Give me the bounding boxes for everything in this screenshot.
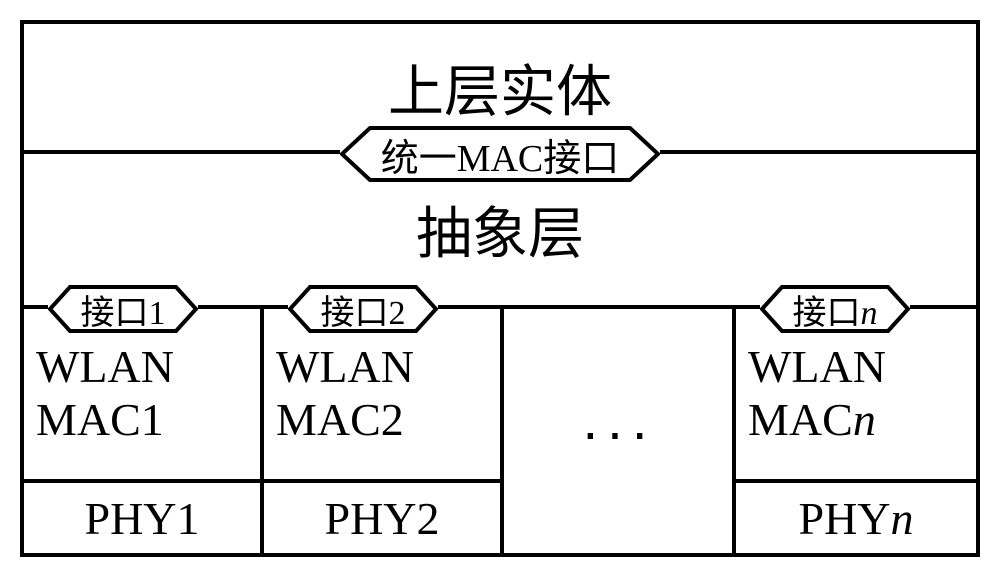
mac-2-label: MAC2 [276, 394, 404, 447]
interface-2-label: 接口2 [321, 285, 406, 334]
interface-n-label: 接口n [793, 285, 878, 334]
column-n: 接口n WLAN MACn PHYn [736, 309, 976, 553]
ellipsis-label: ··· [581, 399, 655, 464]
column-1: 接口1 WLAN MAC1 PHY1 [24, 309, 264, 553]
wlan-mac-2: WLAN MAC2 [264, 309, 500, 483]
phy-n: PHYn [736, 483, 976, 553]
interface-badge-n: 接口n [760, 285, 910, 333]
phy-n-label: PHYn [798, 492, 913, 545]
interface-badge-1: 接口1 [48, 285, 198, 333]
interface-badge-2: 接口2 [288, 285, 438, 333]
ellipsis-column: ··· [504, 309, 736, 553]
phy-2-label: PHY2 [324, 492, 439, 545]
mac-1-label: MAC1 [36, 394, 164, 447]
wlan-1-label: WLAN [36, 341, 174, 394]
unified-mac-interface-badge: 统一MAC接口 [340, 126, 660, 182]
unified-mac-interface-label: 统一MAC接口 [381, 127, 620, 182]
column-2: 接口2 WLAN MAC2 PHY2 [264, 309, 504, 553]
phy-2: PHY2 [264, 483, 500, 553]
phy-1-label: PHY1 [84, 492, 199, 545]
phy-1: PHY1 [24, 483, 260, 553]
wlan-mac-1: WLAN MAC1 [24, 309, 260, 483]
architecture-diagram: 上层实体 统一MAC接口 抽象层 接口1 WLAN MAC1 PHY1 [20, 20, 980, 557]
wlan-n-label: WLAN [748, 341, 886, 394]
abstract-layer-label: 抽象层 [416, 189, 584, 270]
bottom-row: 接口1 WLAN MAC1 PHY1 接口2 WLAN MAC2 P [24, 309, 976, 553]
wlan-mac-n: WLAN MACn [736, 309, 976, 483]
mac-n-label: MACn [748, 394, 876, 447]
top-layer-label: 上层实体 [388, 47, 612, 128]
interface-1-label: 接口1 [81, 285, 166, 334]
wlan-2-label: WLAN [276, 341, 414, 394]
